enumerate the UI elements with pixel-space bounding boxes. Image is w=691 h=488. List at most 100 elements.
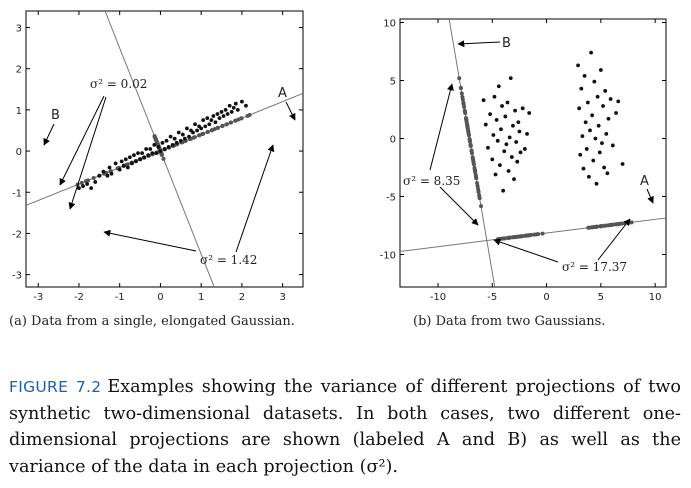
panel-b-data-point: [577, 106, 582, 111]
panel-a-data-point: [107, 165, 112, 170]
panel-b-data-point: [511, 123, 515, 128]
panel-a-data-point: [213, 120, 218, 125]
panel-a-projected-point-a: [224, 122, 229, 127]
panel-a-data-point: [205, 116, 210, 121]
panel-b-projected-point-a: [532, 232, 537, 237]
panel-b-data-point: [481, 98, 486, 103]
panel-b-arrow-var-b-1: [429, 83, 454, 171]
panel-b-data-point: [608, 97, 613, 101]
panel-b-data-point: [501, 188, 506, 193]
panel-a-data-point: [203, 124, 208, 129]
panel-b-projected-point-a: [587, 225, 592, 230]
panel-a-data-point: [170, 142, 175, 147]
panel-b-data-point: [591, 158, 596, 163]
panel-b-data-point: [595, 94, 600, 99]
panel-a-data-point: [219, 110, 224, 114]
panel-a-projected-point-a: [205, 130, 210, 135]
panel-a-projected-point-a: [220, 123, 225, 128]
panel-b-data-point: [600, 141, 604, 146]
panel-a-xtick-label: 0: [157, 292, 163, 303]
panel-a-data-point: [233, 101, 238, 106]
panel-a-xtick-label: 1: [198, 292, 204, 303]
panel-a-ytick-label: -3: [12, 271, 22, 282]
panel-b-projected-point-b: [461, 100, 466, 105]
figure-label: FIGURE 7.2: [9, 378, 102, 396]
panel-b-projected-point-b: [462, 104, 467, 109]
panel-b-data-point: [486, 145, 490, 150]
panel-b-projected-point-a: [536, 232, 541, 237]
panel-a-label-b: B: [51, 108, 60, 123]
panel-b-data-point: [490, 157, 495, 162]
panel-b-data-point: [499, 127, 503, 132]
panel-a-data-point: [223, 107, 228, 112]
panel-a-data-point: [231, 105, 236, 110]
panel-b-data-point: [593, 136, 598, 141]
panel-a-data-point: [209, 118, 214, 123]
panel-a-data-point: [144, 147, 149, 151]
panel-a-data-point: [156, 145, 161, 149]
panel-b-data-point: [483, 122, 488, 127]
panel-a-data-point: [123, 157, 128, 162]
panel-a-projected-point-a: [233, 118, 238, 123]
panel-b-data-point: [590, 113, 595, 118]
panel-b-data-point: [581, 166, 586, 171]
panel-b-data-point: [497, 163, 502, 168]
panel-b-data-point: [520, 106, 525, 111]
panel-a-data-point: [140, 151, 144, 156]
panel-a-arrow-var-a-1: [103, 229, 197, 252]
panel-b-projected-point-b: [475, 181, 480, 186]
panel-b-data-point: [582, 73, 587, 78]
panel-a-data-point: [119, 159, 124, 164]
panel-a-label-a: A: [278, 86, 287, 101]
panel-b-data-point: [580, 134, 585, 139]
panel-a-data-point: [244, 103, 248, 108]
panel-a-annotation-b: σ² = 0.02: [90, 77, 147, 91]
panel-a-arrow-var-b-1: [59, 95, 105, 186]
subcaption-a: (a) Data from a single, elongated Gaussi…: [9, 314, 295, 329]
panel-a-data-point: [93, 180, 98, 184]
panel-b-data-point: [616, 99, 621, 104]
panel-b-projected-point-b: [471, 157, 476, 162]
panel-a-data-point: [138, 157, 142, 162]
panel-b-projected-point-b: [457, 76, 462, 81]
panel-b-arrow-b: [457, 40, 501, 48]
panel-a-data-point: [193, 122, 197, 127]
panel-b-data-point: [525, 131, 529, 136]
panel-b-data-point: [515, 159, 520, 164]
panel-b-data-point: [598, 68, 603, 72]
panel-a-annotations: B A σ² = 0.02 σ² = 1.42: [43, 77, 296, 267]
panel-b-projected-point-a: [513, 234, 518, 239]
panel-b-data-point: [592, 79, 597, 84]
panel-b-xtick-label: -5: [487, 292, 497, 303]
panel-b-projected-point-a: [619, 221, 624, 226]
panel-a-data-point: [113, 161, 118, 166]
panel-b-projected-point-a: [614, 222, 619, 227]
panel-b-projected-point-b: [473, 174, 478, 179]
panel-b-projected-point-b: [463, 115, 468, 120]
panel-b-projected-point-a: [527, 233, 532, 238]
panel-b-projected-point-b: [476, 189, 481, 194]
panel-b-data-point: [522, 147, 527, 151]
panel-b-data-point: [514, 140, 519, 144]
panel-a-xtick-label: -1: [115, 292, 125, 303]
panel-b-data-point: [587, 174, 591, 179]
panel-a-projected-point-a: [239, 116, 244, 121]
panel-b-data-point: [589, 50, 593, 55]
panel-b-data-point: [513, 108, 517, 113]
panel-b-data-point: [518, 150, 523, 155]
panel-b-data-point: [508, 76, 513, 81]
panel-a-data-point: [215, 112, 220, 116]
panel-b-data-point: [491, 133, 496, 137]
panel-a-data-point: [146, 153, 151, 158]
panel-a-data-points: [77, 99, 248, 191]
panel-a-data-point: [174, 140, 179, 145]
panel-b-projected-point-b: [472, 165, 477, 170]
panel-a-xtick-label: -3: [33, 292, 43, 303]
panel-b-data-point: [506, 169, 511, 173]
panel-a-data-point: [185, 126, 189, 131]
panel-b-projected-point-a: [611, 222, 616, 227]
panel-a-data-point: [191, 130, 195, 135]
panel-b-data-point: [495, 138, 500, 143]
figure-caption: FIGURE 7.2 Examples showing the variance …: [9, 374, 681, 480]
panel-a-data-point: [207, 122, 212, 127]
